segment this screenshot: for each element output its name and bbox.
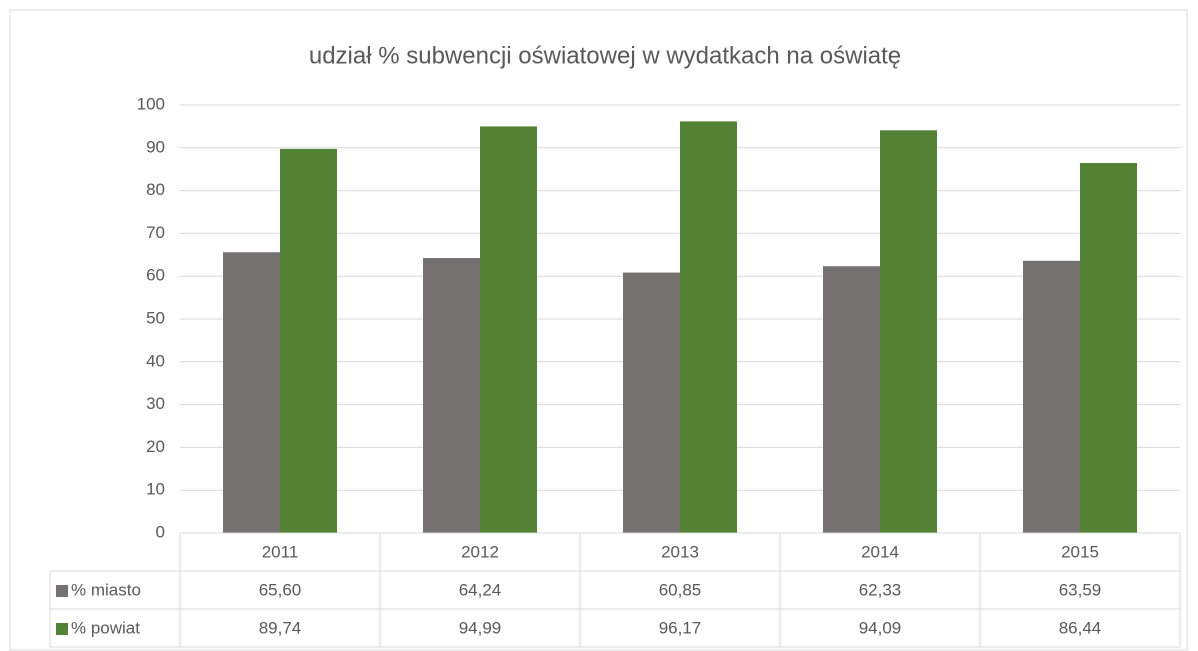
x-tick-label: 2012 [461,542,499,561]
data-label: 60,85 [659,580,702,599]
bar [823,266,880,533]
bar [1080,163,1137,533]
y-tick-label: 60 [146,266,165,285]
legend-label: % miasto [71,580,141,599]
y-tick-label: 40 [146,351,165,370]
bar [1023,260,1080,533]
data-label: 64,24 [459,580,502,599]
y-tick-label: 10 [146,480,165,499]
y-tick-label: 100 [137,94,165,113]
y-tick-label: 30 [146,394,165,413]
legend-label: % powiat [71,618,140,637]
legend-swatch [56,585,68,597]
data-label: 63,59 [1059,580,1102,599]
x-tick-label: 2013 [661,542,699,561]
x-tick-label: 2011 [262,542,299,561]
bar [880,130,937,533]
data-label: 94,99 [459,618,502,637]
bar [623,272,680,533]
y-tick-label: 70 [146,223,165,242]
data-label: 86,44 [1059,618,1102,637]
chart-title: udział % subwencji oświatowej w wydatkac… [309,42,901,69]
data-label: 94,09 [859,618,902,637]
data-label: 62,33 [859,580,902,599]
data-label: 65,60 [259,580,302,599]
y-tick-label: 20 [146,437,165,456]
y-tick-label: 90 [146,137,165,156]
x-tick-label: 2014 [861,542,899,561]
bar [480,126,537,533]
bar [680,121,737,534]
data-label: 96,17 [659,618,702,637]
data-label: 89,74 [259,618,302,637]
y-tick-label: 50 [146,308,165,327]
y-tick-label: 80 [146,180,165,199]
bar [280,148,337,534]
bar [423,258,480,533]
y-tick-label: 0 [156,522,165,541]
chart-border [9,9,1188,651]
bar [223,252,280,533]
legend-swatch [56,623,68,635]
x-tick-label: 2015 [1061,542,1099,561]
